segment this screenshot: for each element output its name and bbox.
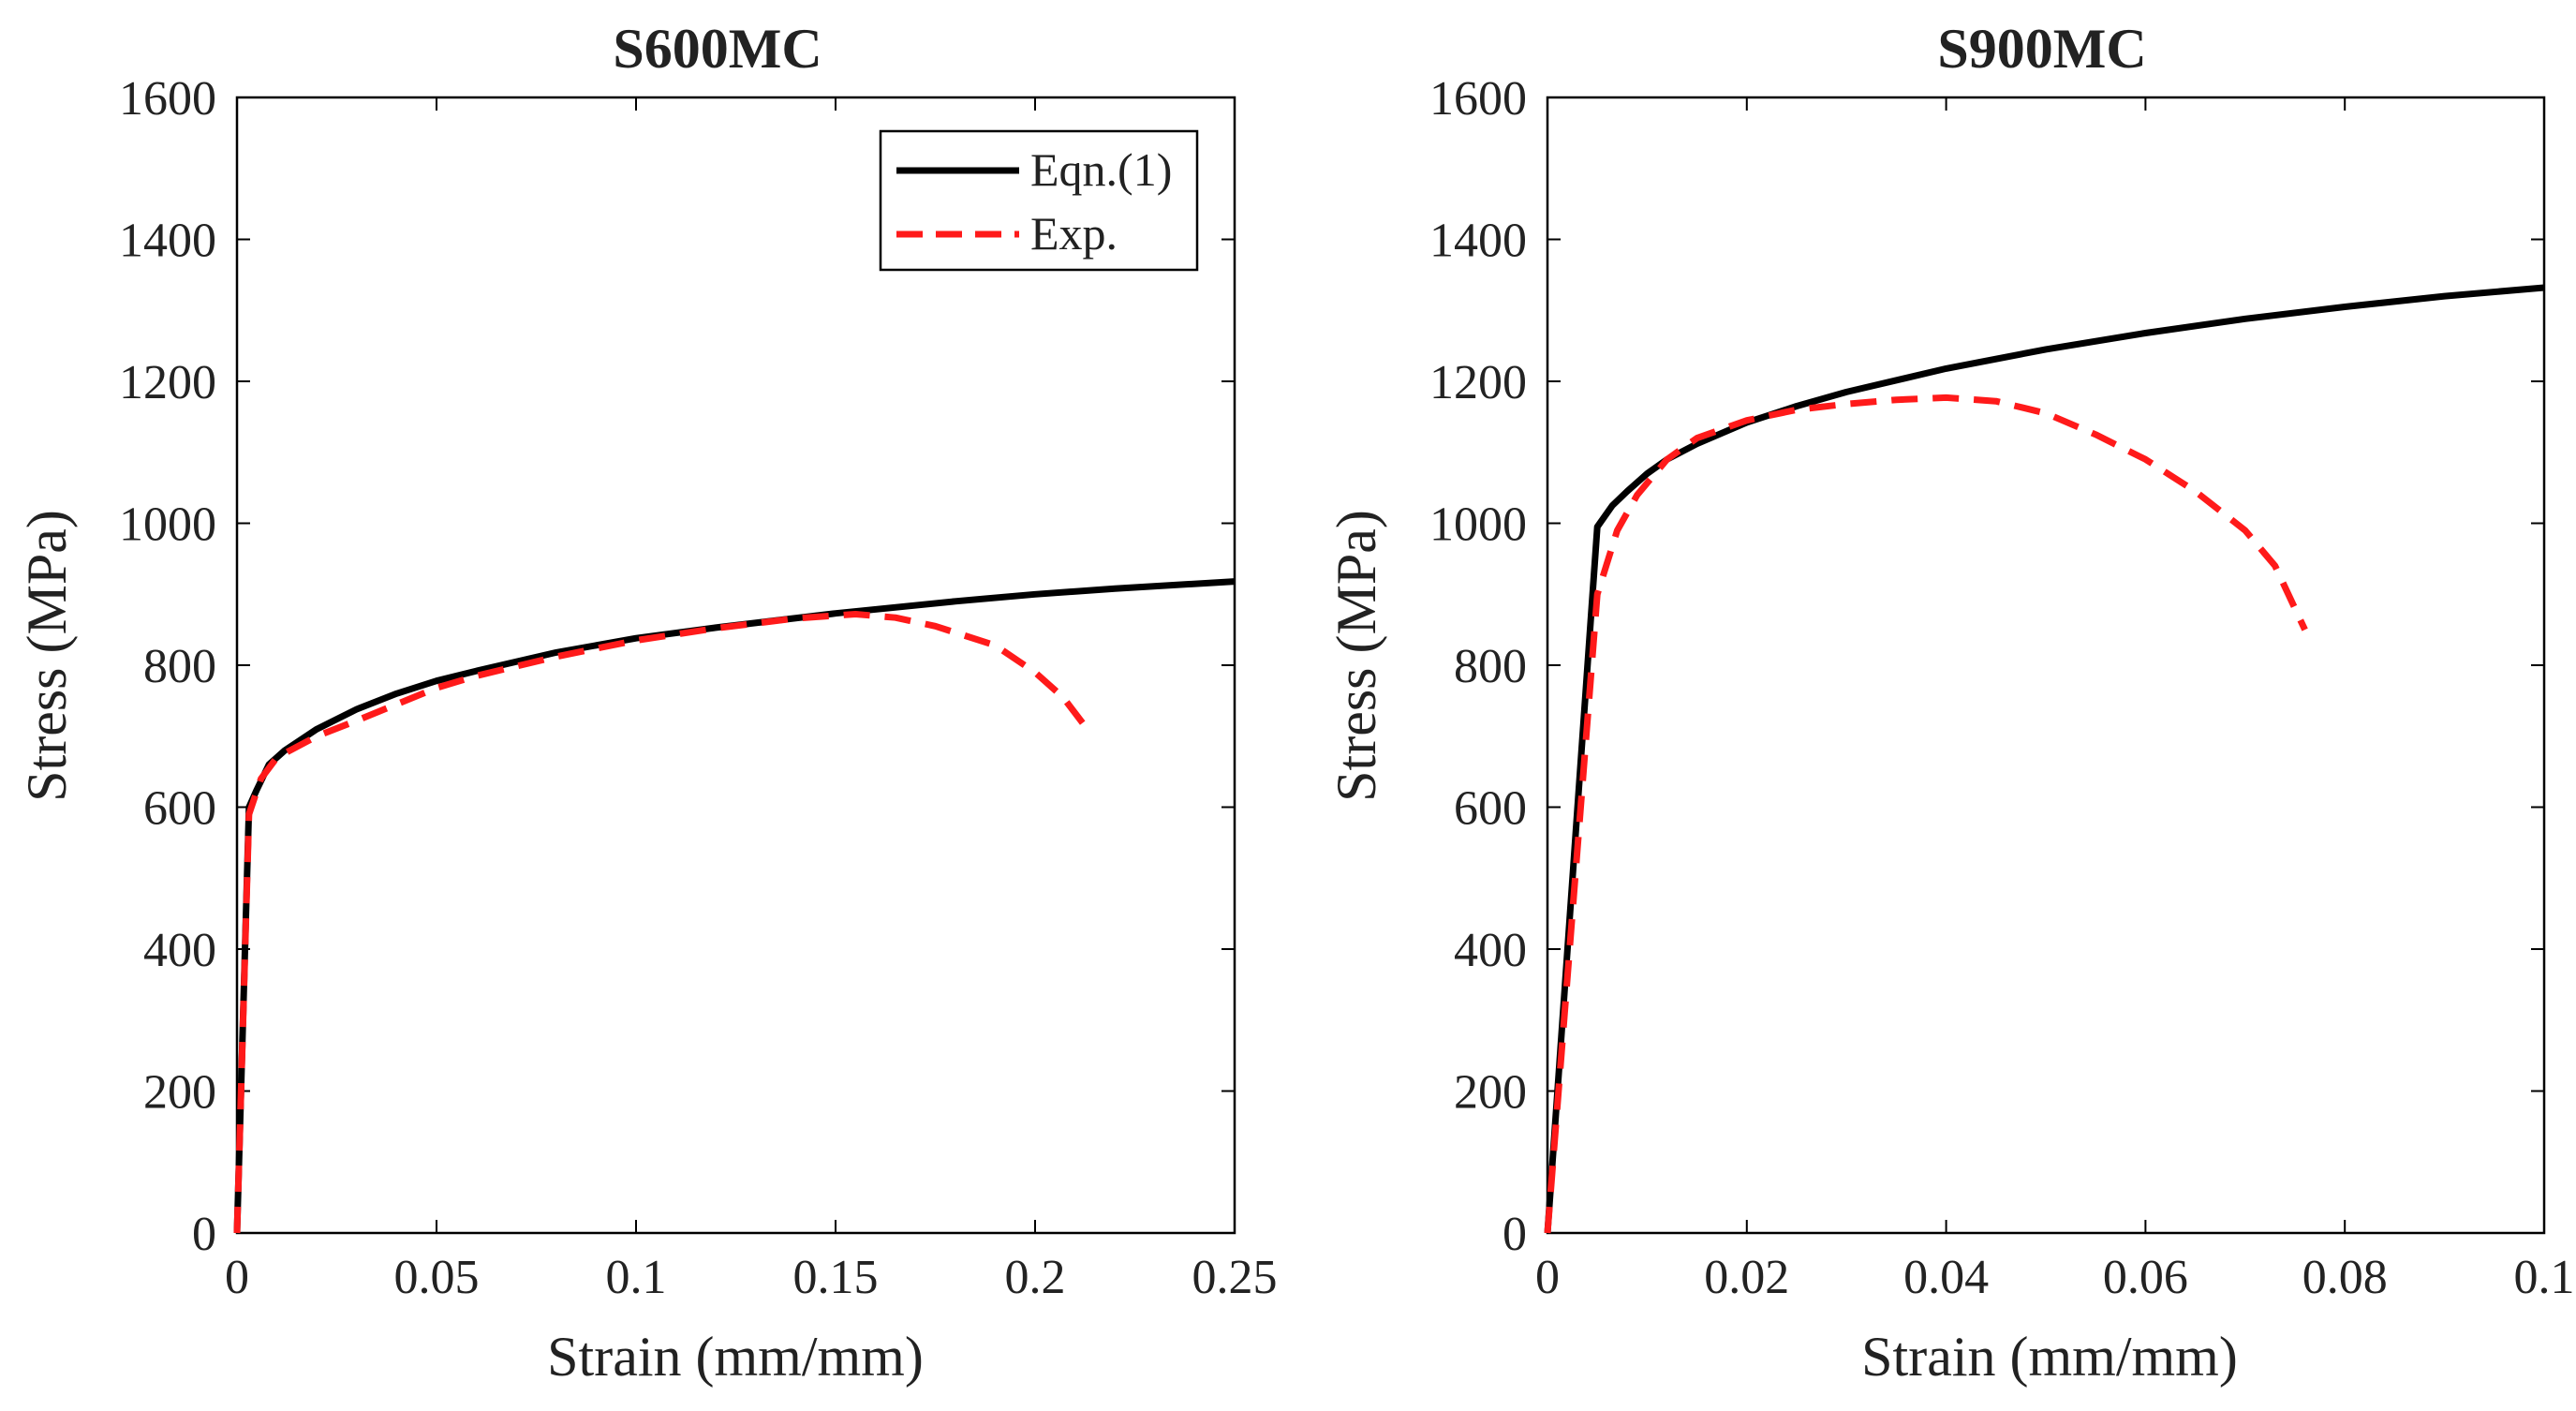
y-tick-label: 400 [1454,924,1527,977]
y-axis-label: Stress (MPa) [16,510,78,802]
y-tick-label: 1200 [119,356,216,409]
chart-title: S900MC [1937,18,2146,80]
chart-panel-s600mc: S600MC Strain (mm/mm) Stress (MPa) 0 0.05… [16,18,1278,1388]
x-tick-label: 0.02 [1704,1251,1789,1304]
x-tick-label: 0.1 [2514,1251,2575,1304]
x-tick-label: 0.06 [2103,1251,2188,1304]
legend-box [879,129,1199,272]
x-tick-label: 0.2 [1005,1251,1066,1304]
x-axis-label: Strain (mm/mm) [547,1326,924,1388]
y-tick-label: 1200 [1429,356,1527,409]
series-line-exp [1544,394,2308,1234]
y-tick-label: 1400 [1429,215,1527,268]
chart-panel-s900mc: S900MC Strain (mm/mm) Stress (MPa) 0 0.02… [1325,18,2575,1388]
plot-area: 0 0.02 0.04 0.06 0.08 0.1 0 200 400 600 800 1000 120… [1429,72,2575,1304]
x-tick-label: 0 [1535,1251,1560,1304]
x-tick-label: 0.15 [793,1251,879,1304]
series-line-eqn [233,578,1236,1234]
series-line-exp [233,611,1086,1234]
y-axis-label: Stress (MPa) [1325,510,1387,802]
y-tick-label: 1000 [119,498,216,552]
x-axis-label: Strain (mm/mm) [1861,1326,2238,1388]
x-tick-label: 0.05 [394,1251,480,1304]
y-tick-label: 1600 [119,72,216,126]
x-tick-label: 0.04 [1903,1251,1989,1304]
y-tick-label: 0 [192,1208,216,1261]
y-tick-label: 800 [1454,640,1527,693]
y-tick-label: 1600 [1429,72,1527,126]
chart-title: S600MC [613,18,822,80]
plot-frame [1546,96,2546,1235]
y-tick-label: 1400 [119,215,216,268]
legend: Eqn.(1) Exp. [879,129,1199,272]
series-line-eqn [1544,284,2545,1234]
y-tick-label: 600 [1454,782,1527,836]
x-tick-label: 0.1 [606,1251,667,1304]
y-tick-label: 800 [143,640,216,693]
y-tick-label: 200 [143,1066,216,1120]
y-tick-label: 0 [1503,1208,1527,1261]
x-tick-label: 0 [225,1251,249,1304]
x-tick-label: 0.08 [2302,1251,2388,1304]
y-tick-label: 200 [1454,1066,1527,1120]
x-tick-label: 0.25 [1192,1251,1278,1304]
y-tick-label: 400 [143,924,216,977]
plot-area: 0 0.05 0.1 0.15 0.2 0.25 0 200 400 600 800 1000 1200… [119,72,1278,1304]
legend-label-exp: Exp. [1030,207,1118,260]
y-tick-label: 600 [143,782,216,836]
legend-label-eqn: Eqn.(1) [1030,143,1172,196]
y-tick-label: 1000 [1429,498,1527,552]
